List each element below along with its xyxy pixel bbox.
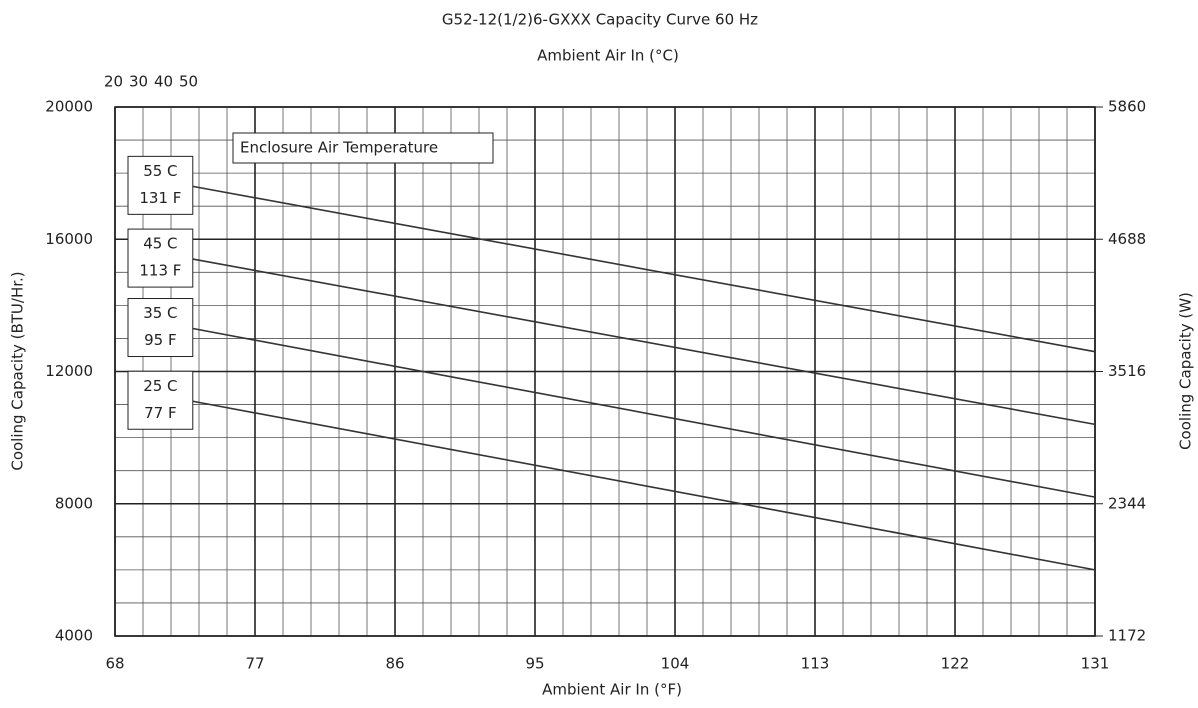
x-tick-label: 113 (801, 655, 830, 673)
x-tick-label: 131 (1081, 655, 1110, 673)
x2-tick-label: 20 (104, 73, 123, 91)
y2-tick-label: 2344 (1108, 494, 1146, 512)
legend-title-box (232, 132, 494, 164)
x-tick-label: 77 (245, 655, 264, 673)
y-tick-label: 16000 (45, 230, 93, 248)
y2-axis-label: Cooling Capacity (W) (1177, 292, 1195, 450)
legend-label: 95 F (144, 331, 176, 349)
series-line (192, 327, 1096, 498)
legend-label: 113 F (139, 262, 181, 280)
legend-label: 77 F (144, 404, 176, 422)
x-tick-label: 104 (661, 655, 690, 673)
y-axis-label: Cooling Capacity (BTU/Hr.) (9, 271, 27, 470)
legend-title: Enclosure Air Temperature (240, 139, 438, 157)
series-line (192, 258, 1096, 426)
chart-title: G52-12(1/2)6-GXXX Capacity Curve 60 Hz (442, 11, 758, 29)
legend-label: 25 C (143, 377, 177, 395)
y-tick-label: 12000 (45, 362, 93, 380)
y2-tick-label: 1172 (1108, 627, 1146, 645)
y-tick-label: 20000 (45, 98, 93, 116)
x-axis-label: Ambient Air In (°F) (542, 681, 682, 699)
y-tick-label: 4000 (55, 627, 93, 645)
series-label-box (127, 228, 194, 288)
x2-tick-label: 30 (129, 73, 148, 91)
y2-tick-label: 4688 (1108, 230, 1146, 248)
x-tick-label: 95 (525, 655, 544, 673)
y2-tick-label: 3516 (1108, 362, 1146, 380)
series-label-box (127, 370, 194, 430)
series-line (192, 400, 1096, 571)
y2-tick-label: 5860 (1108, 98, 1146, 116)
x2-tick-label: 50 (179, 73, 198, 91)
legend-label: 131 F (139, 189, 181, 207)
x-tick-label: 86 (385, 655, 404, 673)
x-tick-label: 68 (105, 655, 124, 673)
x-tick-label: 122 (941, 655, 970, 673)
x2-axis-label: Ambient Air In (°C) (537, 47, 679, 65)
series-label-box (127, 298, 194, 358)
series-label-box (127, 155, 194, 215)
legend-label: 35 C (143, 304, 177, 322)
series-line (192, 185, 1096, 353)
legend-label: 55 C (143, 162, 177, 180)
x2-tick-label: 40 (154, 73, 173, 91)
plot-border (114, 106, 1096, 637)
legend-label: 45 C (143, 235, 177, 253)
y-tick-label: 8000 (55, 494, 93, 512)
